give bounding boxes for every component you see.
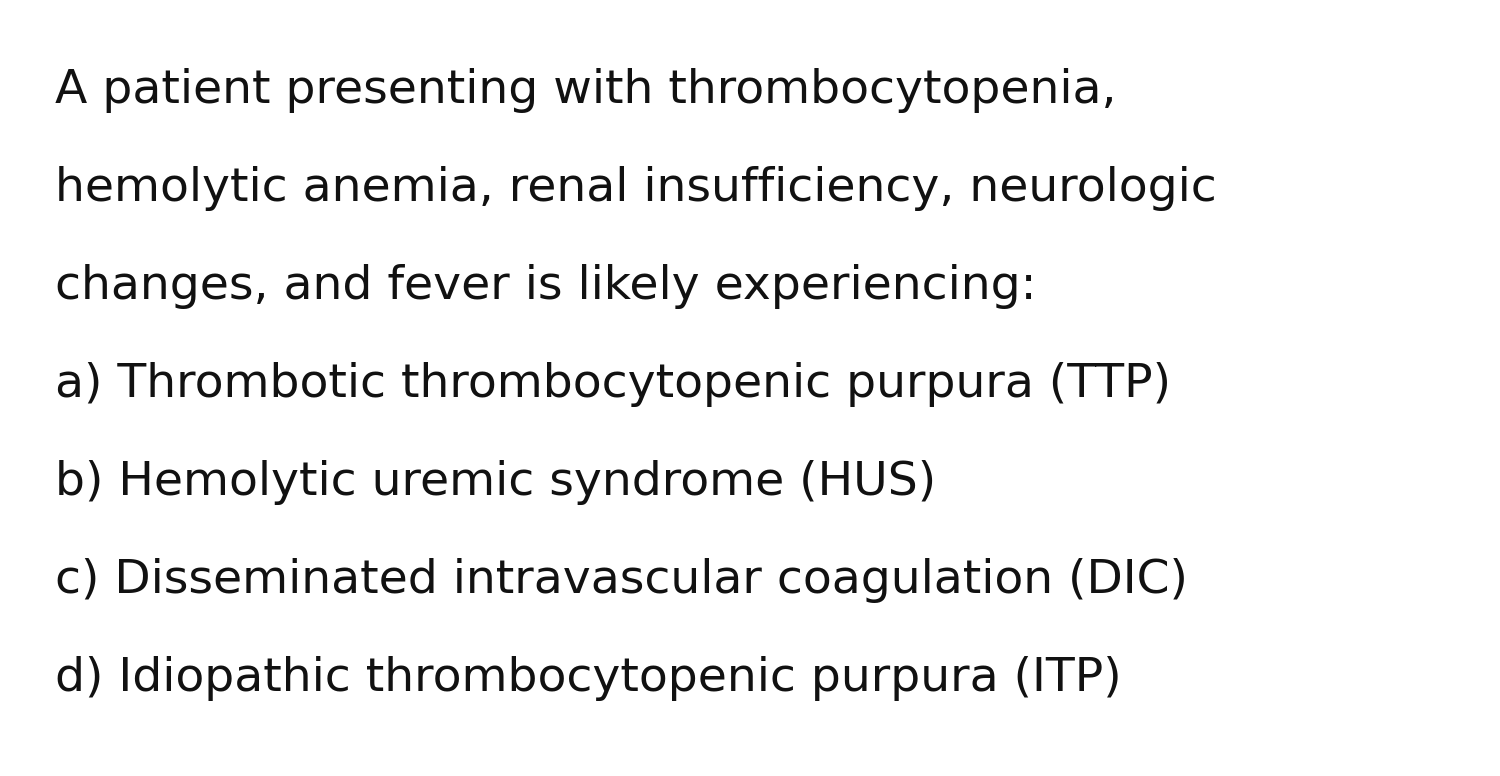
Text: a) Thrombotic thrombocytopenic purpura (TTP): a) Thrombotic thrombocytopenic purpura (… [56, 362, 1172, 407]
Text: changes, and fever is likely experiencing:: changes, and fever is likely experiencin… [56, 264, 1036, 309]
Text: hemolytic anemia, renal insufficiency, neurologic: hemolytic anemia, renal insufficiency, n… [56, 166, 1216, 211]
Text: b) Hemolytic uremic syndrome (HUS): b) Hemolytic uremic syndrome (HUS) [56, 460, 936, 505]
Text: d) Idiopathic thrombocytopenic purpura (ITP): d) Idiopathic thrombocytopenic purpura (… [56, 656, 1122, 701]
Text: A patient presenting with thrombocytopenia,: A patient presenting with thrombocytopen… [56, 68, 1116, 113]
Text: c) Disseminated intravascular coagulation (DIC): c) Disseminated intravascular coagulatio… [56, 558, 1188, 603]
